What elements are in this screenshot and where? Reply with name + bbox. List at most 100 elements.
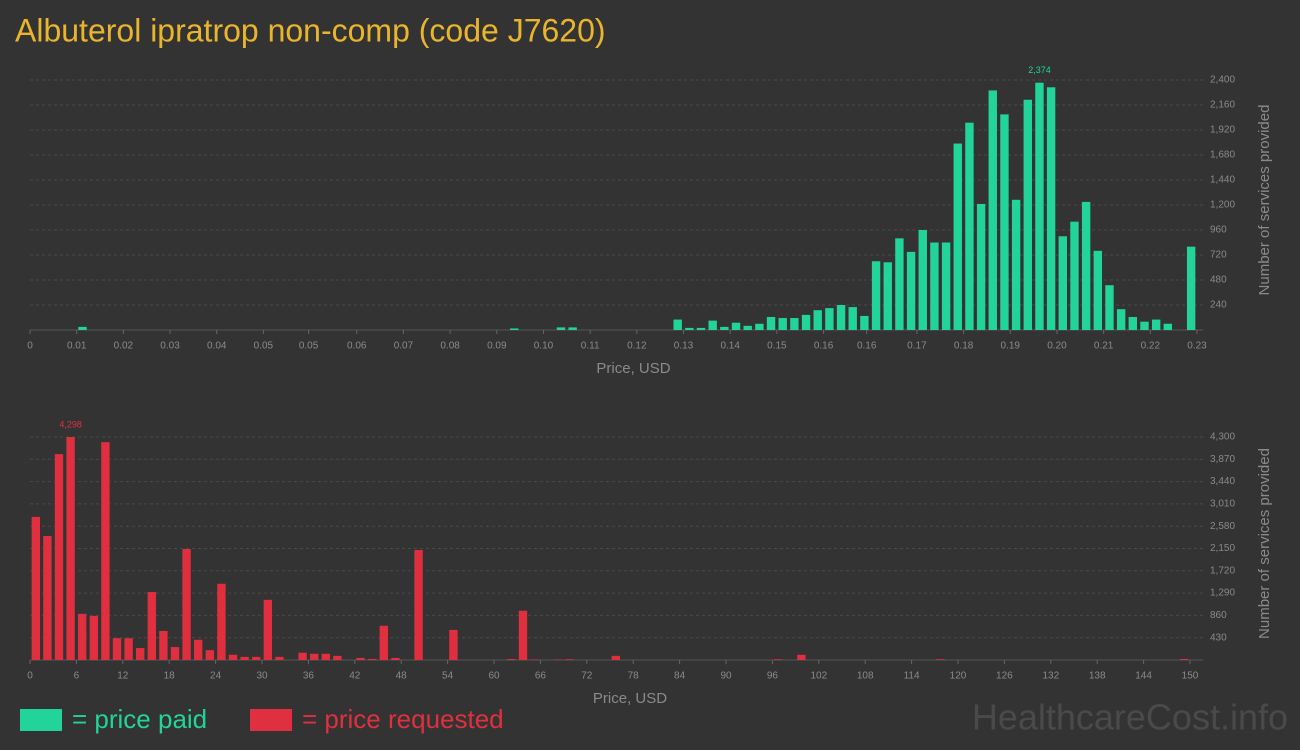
bar <box>755 323 764 330</box>
bar <box>731 322 741 330</box>
y-tick-label: 3,010 <box>1210 499 1235 510</box>
x-tick-label: 60 <box>488 671 500 682</box>
peak-label: 2,374 <box>1028 65 1051 75</box>
x-tick-label: 0.08 <box>440 341 460 352</box>
bar <box>766 316 776 330</box>
bar <box>78 613 87 660</box>
x-tick-label: 0.16 <box>814 341 834 352</box>
x-tick-label: 114 <box>904 671 920 682</box>
bar <box>1070 221 1079 330</box>
bar <box>530 659 539 660</box>
y-tick-label: 1,680 <box>1210 150 1235 161</box>
y-tick-label: 1,440 <box>1210 175 1235 186</box>
x-tick-label: 96 <box>767 671 779 682</box>
x-tick-label: 84 <box>674 671 686 682</box>
bar <box>774 659 783 660</box>
x-tick-label: 0.18 <box>954 341 974 352</box>
x-tick-label: 0.09 <box>487 341 507 352</box>
x-tick-label: 108 <box>857 671 874 682</box>
bar <box>743 325 752 330</box>
bar <box>825 308 834 330</box>
x-tick-label: 0.05 <box>299 341 319 352</box>
x-tick-label: 0.21 <box>1094 341 1114 352</box>
bar <box>918 230 927 330</box>
x-tick-label: 0.07 <box>394 341 414 352</box>
bar <box>1023 99 1032 331</box>
x-tick-label: 42 <box>349 671 361 682</box>
bar <box>673 319 682 330</box>
y-tick-label: 3,440 <box>1210 476 1235 487</box>
bar <box>1116 309 1126 330</box>
bar <box>333 655 342 660</box>
bar <box>182 549 191 660</box>
x-tick-label: 0.13 <box>674 341 694 352</box>
watermark: HealthcareCost.info <box>972 697 1288 738</box>
y-tick-label: 960 <box>1210 225 1227 236</box>
bar <box>565 659 574 660</box>
page-title: Albuterol ipratrop non-comp (code J7620) <box>15 12 606 48</box>
x-tick-label: 102 <box>810 671 827 682</box>
bar <box>66 437 75 660</box>
bar <box>1180 658 1189 660</box>
bar <box>275 656 284 660</box>
bar <box>507 658 516 660</box>
bar <box>194 639 203 660</box>
y-axis-label: Number of services provided <box>1256 105 1273 296</box>
x-tick-label: 0 <box>27 341 33 352</box>
bar <box>836 305 846 330</box>
bar <box>976 203 986 330</box>
x-tick-label: 0 <box>27 671 33 682</box>
x-tick-label: 144 <box>1135 671 1152 682</box>
bar <box>43 536 52 660</box>
y-tick-label: 1,720 <box>1210 565 1235 576</box>
bar <box>356 657 365 660</box>
bar <box>310 653 319 660</box>
bar <box>1058 236 1067 330</box>
y-tick-label: 2,160 <box>1210 100 1235 111</box>
x-axis-label: Price, USD <box>596 360 670 377</box>
y-tick-label: 2,400 <box>1210 75 1235 86</box>
bar <box>1081 201 1091 330</box>
x-tick-label: 0.04 <box>207 341 227 352</box>
y-tick-label: 2,580 <box>1210 521 1235 532</box>
bar <box>205 650 214 660</box>
bar <box>1163 323 1173 330</box>
x-tick-label: 0.02 <box>114 341 134 352</box>
bar <box>778 318 787 330</box>
bar <box>449 629 458 660</box>
x-tick-label: 0.15 <box>767 341 787 352</box>
bar <box>871 261 881 330</box>
x-tick-label: 54 <box>442 671 454 682</box>
x-tick-label: 0.16 <box>857 341 877 352</box>
bar <box>252 656 261 660</box>
x-tick-label: 0.03 <box>160 341 180 352</box>
bar <box>368 658 377 660</box>
legend-swatch <box>20 709 62 731</box>
y-tick-label: 3,870 <box>1210 454 1235 465</box>
x-tick-label: 138 <box>1089 671 1106 682</box>
x-tick-label: 0.20 <box>1047 341 1067 352</box>
bar <box>1186 246 1196 330</box>
x-tick-label: 0.14 <box>720 341 740 352</box>
x-tick-label: 48 <box>396 671 408 682</box>
bar <box>321 653 330 660</box>
x-tick-label: 0.12 <box>627 341 647 352</box>
bar <box>510 328 519 330</box>
y-tick-label: 480 <box>1210 275 1227 286</box>
peak-label: 4,298 <box>59 419 82 429</box>
legend-label: = price paid <box>72 704 207 734</box>
y-tick-label: 860 <box>1210 610 1227 621</box>
x-tick-label: 0.23 <box>1187 341 1207 352</box>
x-tick-label: 30 <box>256 671 268 682</box>
bar <box>379 625 388 660</box>
bar <box>556 327 566 330</box>
bar <box>1011 199 1021 330</box>
bar <box>895 238 904 330</box>
bar <box>953 143 962 330</box>
x-tick-label: 126 <box>996 671 1013 682</box>
bar <box>112 638 122 660</box>
bar <box>391 657 400 660</box>
x-tick-label: 78 <box>628 671 640 682</box>
x-tick-label: 0.06 <box>347 341 367 352</box>
bar <box>1046 87 1056 331</box>
